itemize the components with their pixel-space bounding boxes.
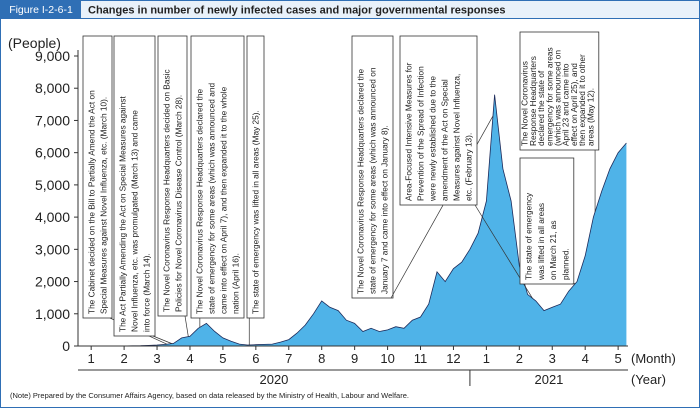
year-label: 2021 [534,372,563,387]
annotation-text: The state of emergency [524,192,534,280]
y-tick-label: 9,000 [35,48,70,64]
annotation-text: declared the state of [536,70,546,146]
y-tick-label: 7,000 [35,112,70,128]
annotation-text: was lifted in all areas [536,203,546,281]
annotation-box [82,35,113,319]
annotation-box [246,35,265,319]
annotation-connector [152,335,172,344]
y-tick-label: 2,000 [35,274,70,290]
annotation-text: The Novel Coronavirus Response Headquart… [195,89,205,314]
y-tick-label: 5,000 [35,177,70,193]
annotation-text: planned. [560,248,570,280]
x-tick-label: 5 [615,351,622,366]
annotation-text: came into effect on April 7), and then e… [219,86,229,314]
annotation-text: were newly established due to the [428,76,438,202]
annotation-box [519,157,575,285]
y-tick-label: 8,000 [35,80,70,96]
figure-label: Figure I-2-6-1 [9,4,73,16]
note: (Note) Prepared by the Consumer Affairs … [10,391,409,400]
y-tick-label: 3,000 [35,241,70,257]
annotation-text: The Novel Coronavirus Response Headquart… [356,69,366,294]
annotation-text: April 23 and came into [561,63,571,146]
annotation-text: state of emergency for some areas (which… [207,83,217,314]
annotation-box [351,35,394,299]
x-tick-label: 10 [380,351,394,366]
annotation-box [157,35,188,317]
annotation: The Novel Coronavirus Response Headquart… [190,35,245,328]
annotation-text: state of emergency for some areas (which… [368,67,378,294]
x-tick-label: 7 [285,351,292,366]
x-axis-label: (Month) [631,351,676,366]
annotation-connector [184,315,189,337]
annotation-text: then expanded it to other [577,54,587,146]
annotation-text: nation (April 16). [231,253,241,314]
annotation-text: Area-Focused Intensive Measures for [404,62,414,201]
annotation-text: Policies for Novel Coronavirus Disease C… [174,95,184,312]
annotation: The Act Partially Amending the Act on Sp… [113,35,172,344]
annotation-text: Response Headquarters [528,56,538,146]
annotation-text: The Cabinet decided on the Bill to Parti… [87,90,97,314]
area-fill [91,94,627,346]
annotation: The Novel Coronavirus Response Headquart… [157,35,189,337]
y-tick-label: 0 [62,338,70,354]
annotation-text: emergency for some areas [544,47,554,146]
x-tick-label: 2 [516,351,523,366]
annotation: Area-Focused Intensive Measures for Preve… [399,35,533,299]
annotation-text: effect on April 25), and [569,63,579,146]
annotation-box [190,35,245,319]
x-tick-label: 9 [351,351,358,366]
annotation-text: into force (March 14). [142,253,152,332]
annotation-text: The Act Partially Amending the Act on Sp… [118,96,128,332]
y-tick-label: 6,000 [35,145,70,161]
y-tick-label: 1,000 [35,306,70,322]
annotation-box [399,35,478,206]
annotation-text: areas (May 12). [585,88,595,146]
y-tick-label: 4,000 [35,209,70,225]
title: Changes in number of newly infected case… [88,5,506,17]
annotation-box [519,31,600,151]
figure-label-box [1,1,81,18]
annotation-text: on March 21, as [548,221,558,281]
annotation-text: Prevention of the Spread of Infection [416,66,426,201]
x-tick-label: 1 [88,351,95,366]
annotation-text: The state of emergency was lifted in all… [251,110,261,314]
x-tick-label: 1 [483,351,490,366]
annotation-connector [571,283,576,285]
annotation-text: The Novel Coronavirus [520,61,530,146]
annotation-box [113,35,156,337]
x-tick-label: 11 [414,351,428,366]
x-tick-label: 3 [153,351,160,366]
annotation-text: etc. (February 13). [464,133,474,201]
annotation-text: The Novel Coronavirus Response Headquart… [162,69,172,312]
annotation-text: (which was announced on [553,50,563,146]
x-tick-label: 6 [252,351,259,366]
annotation-text: amendment of the Act on Special [440,79,450,201]
annotation: The state of emergency was lifted in all… [246,35,265,345]
area-line [91,94,627,347]
annotation: The state of emergency was lifted in all … [519,157,576,285]
x-tick-label: 8 [318,351,325,366]
annotation: The Novel Coronavirus Response Headquart… [351,35,494,299]
annotation: The Cabinet decided on the Bill to Parti… [82,35,168,345]
y-axis-label: (People) [8,35,61,51]
annotation-text: January 7 and came into effect on Januar… [380,125,390,294]
x-tick-label: 5 [219,351,226,366]
x-tick-label: 4 [186,351,193,366]
x-tick-label: 2 [120,351,127,366]
annotation-text: Special Measures against Novel Influenza… [99,97,109,314]
year-label: 2020 [259,372,288,387]
x-tick-label: 3 [549,351,556,366]
x-tick-label: 4 [582,351,589,366]
x-tick-label: 12 [446,351,460,366]
year-axis-label: (Year) [631,372,666,387]
annotation-text: Novel Influenza, etc. was promulgated (M… [130,110,140,332]
annotation-text: Measures against Novel Influenza, [452,74,462,201]
